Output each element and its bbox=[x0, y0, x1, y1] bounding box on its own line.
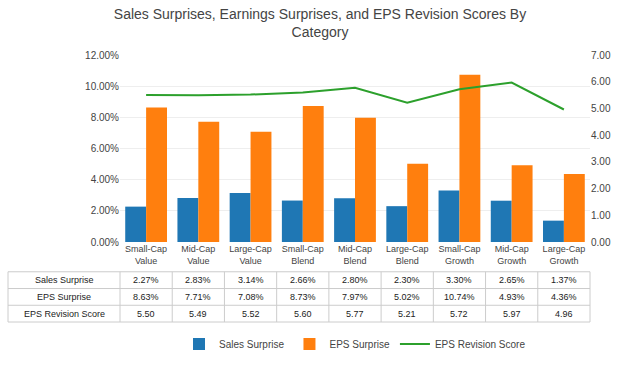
svg-text:Small-CapValue: Small-CapValue bbox=[125, 244, 167, 266]
svg-text:6.00%: 6.00% bbox=[91, 143, 119, 154]
svg-text:2.27%: 2.27% bbox=[133, 275, 159, 285]
svg-text:Small-CapBlend: Small-CapBlend bbox=[282, 244, 324, 266]
svg-text:EPS Revision Score: EPS Revision Score bbox=[24, 309, 105, 319]
svg-text:2.30%: 2.30% bbox=[394, 275, 420, 285]
svg-text:0.00%: 0.00% bbox=[91, 237, 119, 248]
svg-text:7.08%: 7.08% bbox=[238, 292, 264, 302]
svg-text:1.00: 1.00 bbox=[591, 210, 611, 221]
svg-text:10.00%: 10.00% bbox=[85, 81, 119, 92]
svg-text:2.00: 2.00 bbox=[591, 183, 611, 194]
svg-text:4.00: 4.00 bbox=[591, 130, 611, 141]
svg-text:4.96: 4.96 bbox=[555, 309, 573, 319]
svg-text:Large-CapValue: Large-CapValue bbox=[229, 244, 272, 266]
svg-text:3.14%: 3.14% bbox=[238, 275, 264, 285]
svg-text:5.77: 5.77 bbox=[346, 309, 364, 319]
svg-text:Mid-CapGrowth: Mid-CapGrowth bbox=[495, 244, 529, 266]
svg-text:10.74%: 10.74% bbox=[444, 292, 475, 302]
svg-text:Sales Surprises, Earnings Surp: Sales Surprises, Earnings Surprises, and… bbox=[114, 6, 526, 40]
svg-text:5.02%: 5.02% bbox=[394, 292, 420, 302]
svg-text:5.00: 5.00 bbox=[591, 103, 611, 114]
svg-text:2.65%: 2.65% bbox=[499, 275, 525, 285]
svg-text:Sales Surprise: Sales Surprise bbox=[219, 339, 284, 350]
svg-text:7.00: 7.00 bbox=[591, 50, 611, 61]
svg-text:2.66%: 2.66% bbox=[290, 275, 316, 285]
svg-text:5.52: 5.52 bbox=[242, 309, 260, 319]
svg-text:4.00%: 4.00% bbox=[91, 174, 119, 185]
svg-text:5.21: 5.21 bbox=[398, 309, 416, 319]
svg-text:4.93%: 4.93% bbox=[499, 292, 525, 302]
svg-text:Sales Surprise: Sales Surprise bbox=[35, 275, 94, 285]
svg-text:3.00: 3.00 bbox=[591, 156, 611, 167]
svg-text:8.73%: 8.73% bbox=[290, 292, 316, 302]
svg-text:EPS Revision Score: EPS Revision Score bbox=[435, 339, 525, 350]
svg-text:Large-CapGrowth: Large-CapGrowth bbox=[543, 244, 586, 266]
svg-text:4.36%: 4.36% bbox=[551, 292, 577, 302]
svg-text:0.00: 0.00 bbox=[591, 237, 611, 248]
svg-text:8.63%: 8.63% bbox=[133, 292, 159, 302]
svg-text:Mid-CapValue: Mid-CapValue bbox=[181, 244, 215, 266]
svg-text:6.00: 6.00 bbox=[591, 76, 611, 87]
svg-text:2.83%: 2.83% bbox=[185, 275, 211, 285]
svg-text:2.00%: 2.00% bbox=[91, 205, 119, 216]
svg-text:5.50: 5.50 bbox=[137, 309, 155, 319]
svg-text:8.00%: 8.00% bbox=[91, 112, 119, 123]
svg-text:7.71%: 7.71% bbox=[185, 292, 211, 302]
svg-text:5.60: 5.60 bbox=[294, 309, 312, 319]
svg-text:2.80%: 2.80% bbox=[342, 275, 368, 285]
svg-text:Mid-CapBlend: Mid-CapBlend bbox=[338, 244, 372, 266]
svg-text:Large-CapBlend: Large-CapBlend bbox=[386, 244, 429, 266]
svg-text:EPS Surprise: EPS Surprise bbox=[37, 292, 91, 302]
svg-text:EPS Surprise: EPS Surprise bbox=[329, 339, 389, 350]
svg-text:3.30%: 3.30% bbox=[446, 275, 472, 285]
svg-text:1.37%: 1.37% bbox=[551, 275, 577, 285]
svg-text:Small-CapGrowth: Small-CapGrowth bbox=[438, 244, 480, 266]
svg-text:5.97: 5.97 bbox=[503, 309, 521, 319]
svg-text:12.00%: 12.00% bbox=[85, 50, 119, 61]
svg-text:7.97%: 7.97% bbox=[342, 292, 368, 302]
svg-text:5.49: 5.49 bbox=[189, 309, 207, 319]
svg-text:5.72: 5.72 bbox=[450, 309, 468, 319]
